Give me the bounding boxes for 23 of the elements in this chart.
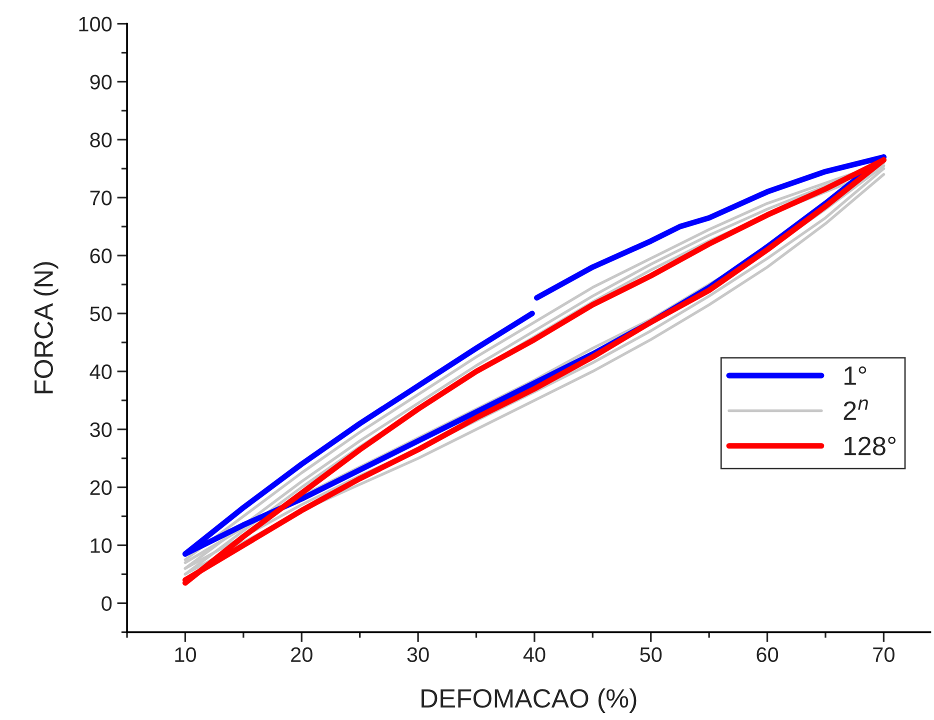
legend-label: 128° — [844, 436, 896, 456]
x-tick-label: 50 — [640, 647, 662, 662]
x-tick-label: 60 — [756, 647, 778, 662]
x-tick-label: 40 — [523, 647, 546, 662]
y-tick-label: 90 — [90, 74, 112, 90]
y-tick-label: 0 — [102, 596, 112, 611]
x-tick-label: 30 — [407, 647, 429, 662]
y-tick-label: 60 — [90, 248, 112, 264]
x-tick-label: 70 — [873, 647, 894, 662]
y-axis-title: FORCA (N) — [34, 262, 58, 394]
y-tick-label: 10 — [90, 538, 112, 553]
x-tick-label: 10 — [175, 647, 196, 662]
y-tick-label: 80 — [90, 132, 112, 148]
legend-label: 2$^{n}$ — [844, 399, 868, 420]
y-tick-label: 30 — [90, 422, 112, 438]
y-tick-label: 70 — [90, 190, 112, 206]
legend-label: 1° — [844, 366, 866, 385]
y-tick-label: 100 — [79, 16, 112, 32]
y-tick-label: 40 — [90, 364, 112, 380]
x-axis-title: DEFOMACAO (%) — [422, 688, 636, 713]
y-tick-label: 50 — [90, 306, 112, 322]
y-tick-label: 20 — [90, 480, 112, 496]
x-tick-label: 20 — [291, 647, 312, 662]
